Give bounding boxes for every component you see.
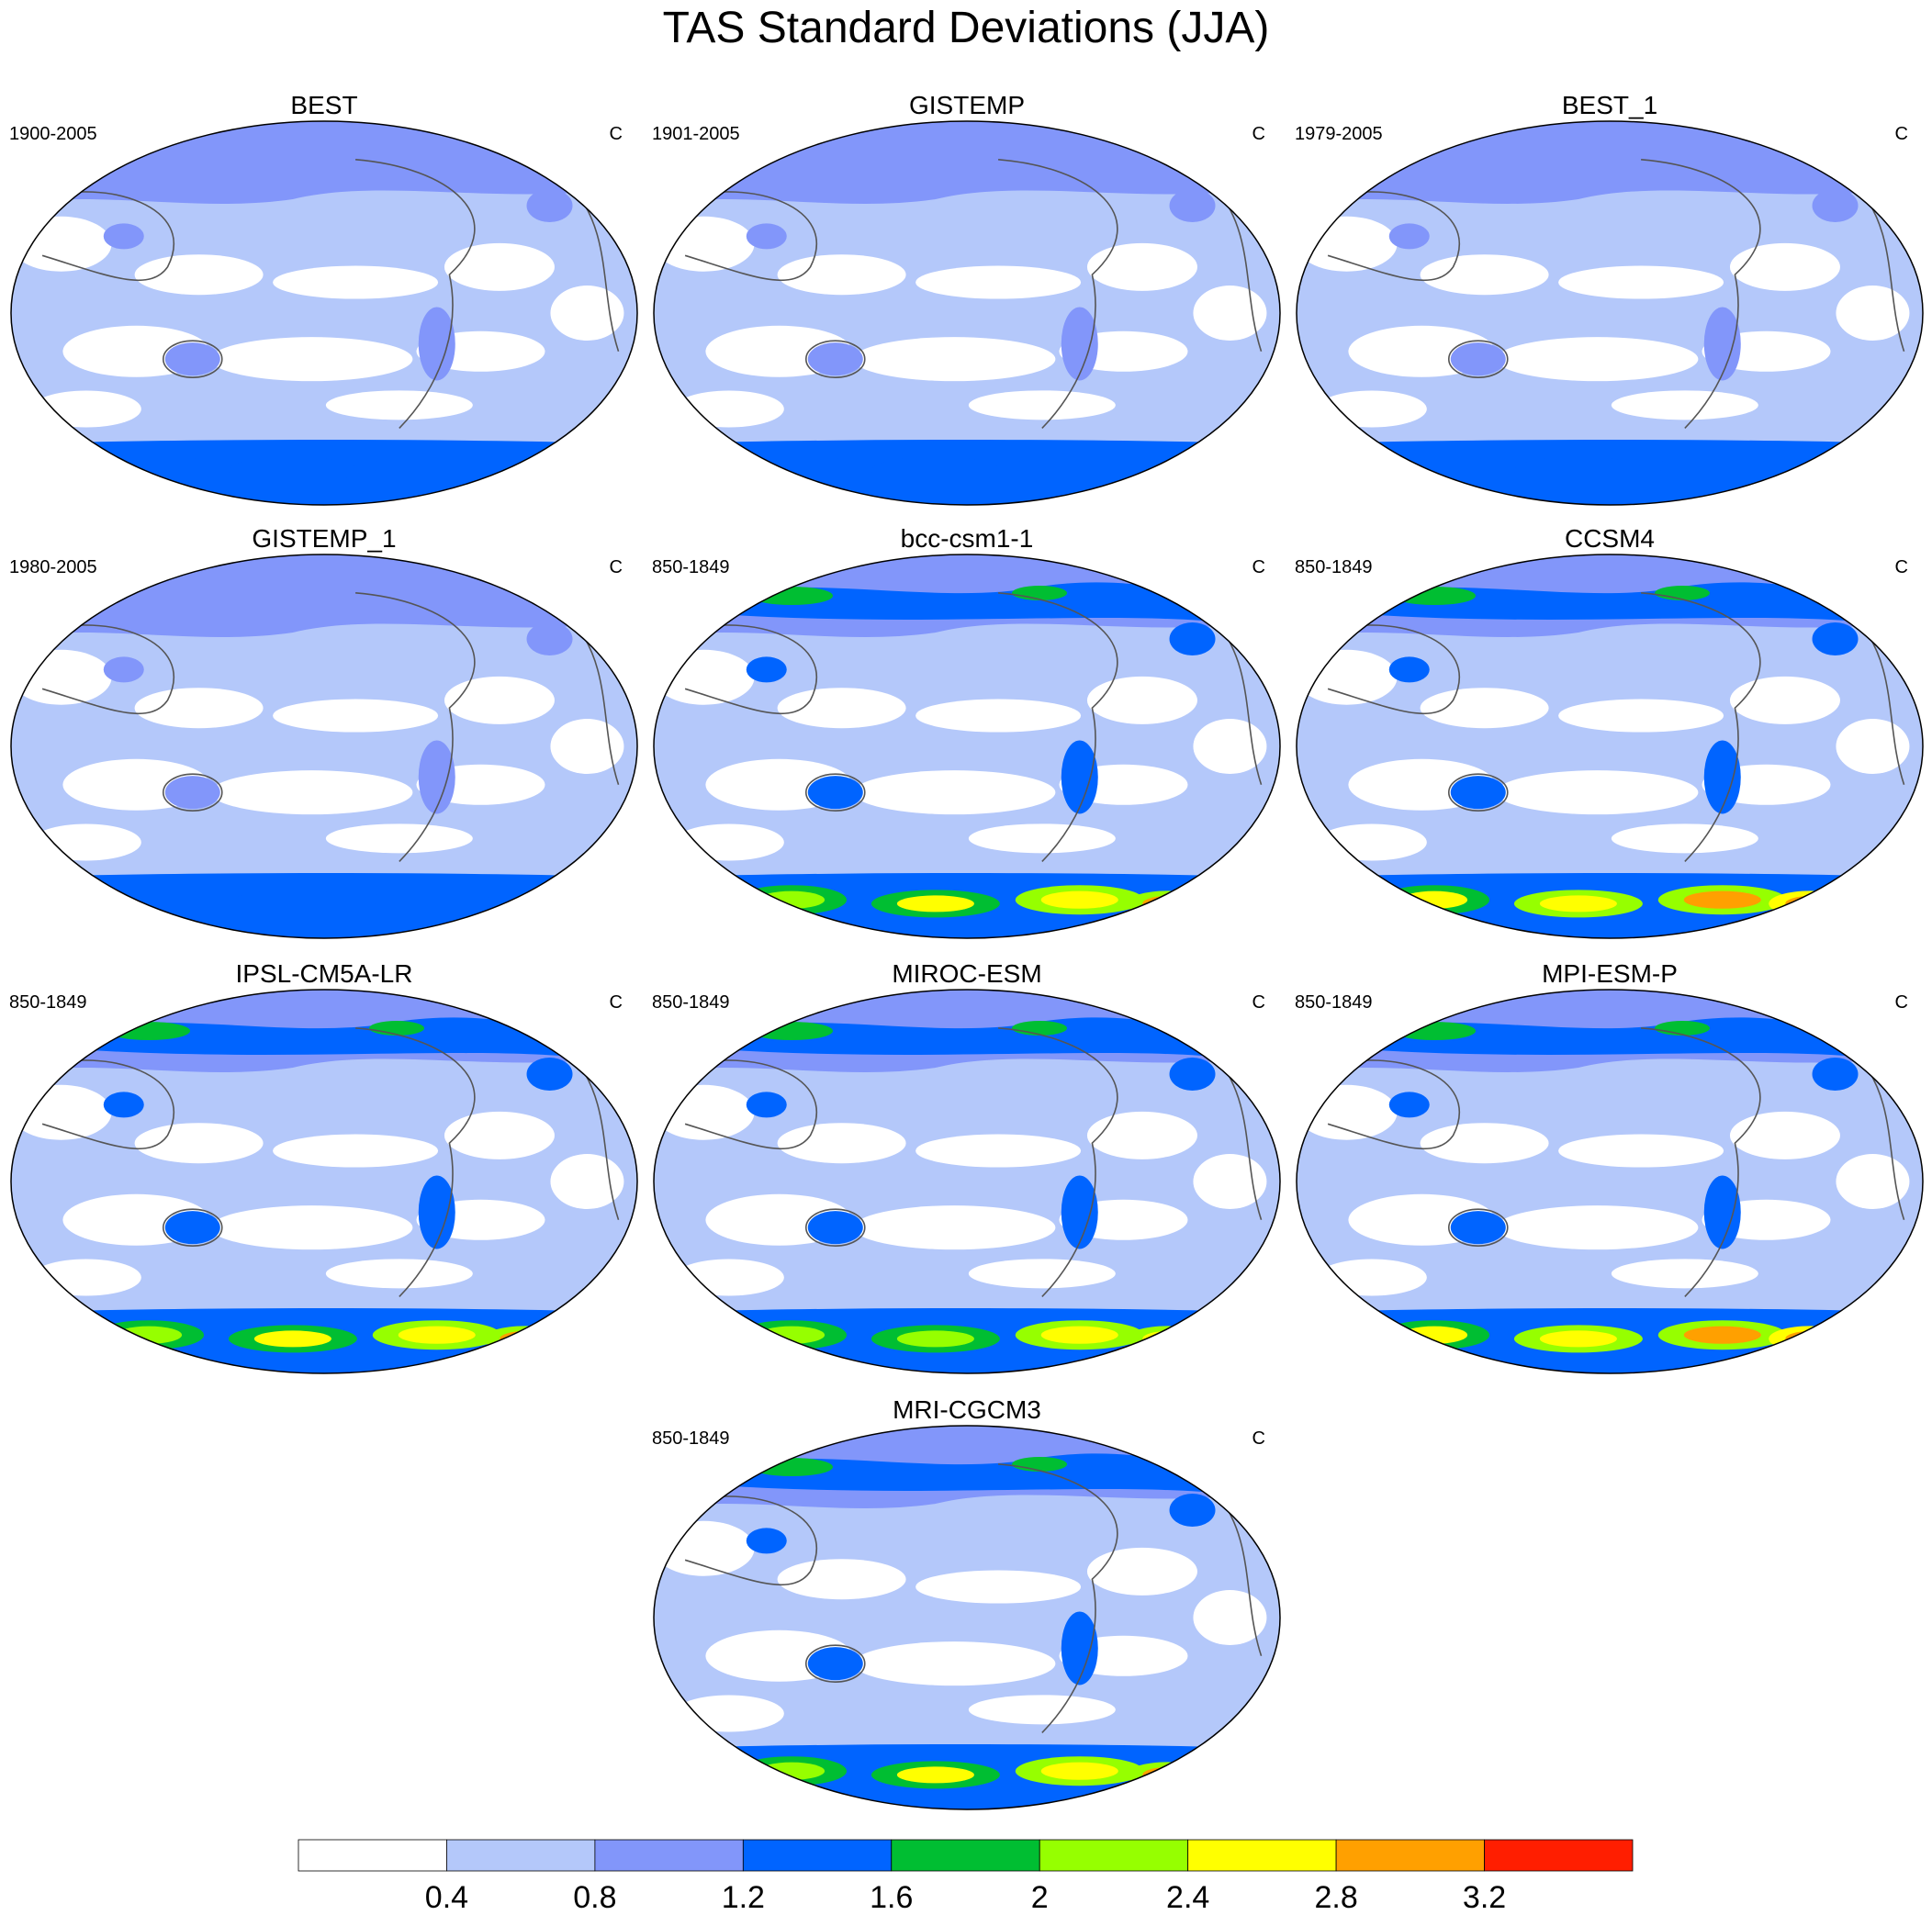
map-border — [1296, 120, 1924, 506]
panel-gistemp-1: GISTEMP_1 1980-2005 C — [9, 524, 638, 939]
panel-mri-cgcm3: MRI-CGCM3 850-1849 C — [652, 1395, 1281, 1810]
panel-title: CCSM4 — [1565, 524, 1655, 553]
panel-title: MIROC-ESM — [892, 959, 1041, 988]
panel-title: bcc-csm1-1 — [901, 524, 1034, 553]
panel-title: BEST — [290, 91, 357, 119]
panel-title: GISTEMP — [909, 91, 1025, 119]
colorbar-swatch — [891, 1839, 1040, 1872]
colorbar-swatch — [298, 1839, 447, 1872]
colorbar-tick-label: 0.8 — [573, 1880, 616, 1915]
main-title: TAS Standard Deviations (JJA) — [663, 4, 1270, 52]
units-label: C — [1252, 124, 1265, 144]
units-label: C — [1252, 992, 1265, 1013]
colorbar-swatch — [594, 1839, 744, 1872]
map-field — [654, 121, 1280, 505]
period-label: 850-1849 — [9, 992, 87, 1013]
colorbar-tick-label: 1.6 — [870, 1880, 913, 1915]
panel-title: GISTEMP_1 — [252, 524, 396, 553]
period-label: 1979-2005 — [1295, 124, 1383, 144]
colorbar-swatch — [1039, 1839, 1189, 1872]
map-border — [653, 989, 1281, 1374]
map-field — [654, 990, 1280, 1373]
map-field — [1297, 554, 1923, 938]
panel-ccsm4: CCSM4 850-1849 C — [1295, 524, 1924, 939]
map-field — [654, 1426, 1280, 1809]
map-border — [1296, 989, 1924, 1374]
units-label: C — [1252, 557, 1265, 577]
colorbar-swatch — [1335, 1839, 1485, 1872]
units-label: C — [1252, 1428, 1265, 1449]
units-label: C — [1895, 557, 1908, 577]
panels: BEST 1900-2005 C GISTEMP 1901-2005 C BEST_1 197… — [9, 91, 1924, 1810]
panel-best: BEST 1900-2005 C — [9, 91, 638, 506]
map-border — [653, 120, 1281, 506]
panel-best-1: BEST_1 1979-2005 C — [1295, 91, 1924, 506]
period-label: 850-1849 — [652, 992, 730, 1013]
period-label: 1900-2005 — [9, 124, 97, 144]
period-label: 1901-2005 — [652, 124, 740, 144]
colorbar-swatch — [1187, 1839, 1337, 1872]
colorbar-tick-label: 2.8 — [1314, 1880, 1357, 1915]
colorbar: 0.4 0.8 1.2 1.6 2 2.4 2.8 3.2 — [298, 1839, 1634, 1915]
panel-title: MRI-CGCM3 — [893, 1395, 1041, 1424]
colorbar-swatch — [446, 1839, 596, 1872]
panel-miroc-esm: MIROC-ESM 850-1849 C — [652, 959, 1281, 1374]
map-border — [1296, 554, 1924, 939]
panel-title: BEST_1 — [1562, 91, 1657, 119]
colorbar-tick-label: 2 — [1031, 1880, 1049, 1915]
period-label: 850-1849 — [1295, 992, 1373, 1013]
map-field — [1297, 990, 1923, 1373]
colorbar-tick-label: 2.4 — [1166, 1880, 1209, 1915]
period-label: 850-1849 — [652, 1428, 730, 1449]
map-field — [654, 554, 1280, 938]
map-field — [11, 554, 637, 938]
map-border — [653, 1425, 1281, 1810]
colorbar-swatch — [742, 1839, 893, 1872]
colorbar-tick-label: 0.4 — [425, 1880, 468, 1915]
map-border — [653, 554, 1281, 939]
units-label: C — [1895, 992, 1908, 1013]
period-label: 850-1849 — [1295, 557, 1373, 577]
period-label: 1980-2005 — [9, 557, 97, 577]
map-field — [1297, 121, 1923, 505]
panel-gistemp: GISTEMP 1901-2005 C — [652, 91, 1281, 506]
period-label: 850-1849 — [652, 557, 730, 577]
map-border — [10, 989, 638, 1374]
colorbar-swatch — [1484, 1839, 1634, 1872]
map-field — [11, 121, 637, 505]
units-label: C — [610, 124, 623, 144]
panel-mpi-esm-p: MPI-ESM-P 850-1849 C — [1295, 959, 1924, 1374]
units-label: C — [610, 992, 623, 1013]
units-label: C — [1895, 124, 1908, 144]
map-border — [10, 120, 638, 506]
panel-bcc-csm1-1: bcc-csm1-1 850-1849 C — [652, 524, 1281, 939]
panel-title: MPI-ESM-P — [1542, 959, 1678, 988]
colorbar-tick-label: 1.2 — [722, 1880, 765, 1915]
map-border — [10, 554, 638, 939]
colorbar-tick-label: 3.2 — [1463, 1880, 1506, 1915]
panel-title: IPSL-CM5A-LR — [236, 959, 413, 988]
map-field — [11, 990, 637, 1373]
panel-ipsl-cm5a-lr: IPSL-CM5A-LR 850-1849 C — [9, 959, 638, 1374]
units-label: C — [610, 557, 623, 577]
